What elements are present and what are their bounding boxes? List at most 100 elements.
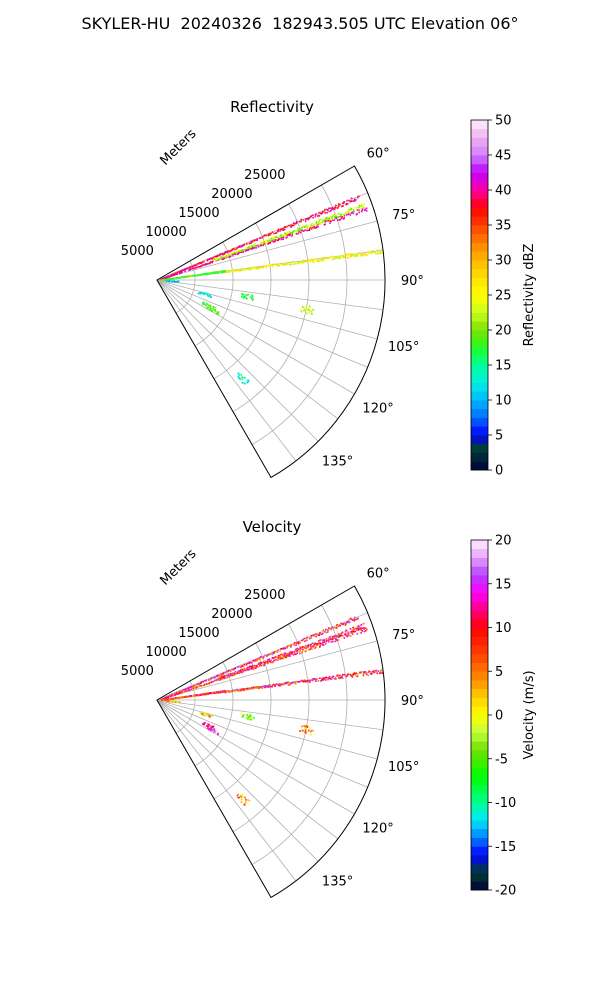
- cluster-gate: [176, 280, 179, 283]
- cluster-gate: [311, 313, 313, 315]
- ray-gate: [273, 657, 276, 660]
- ray-gate: [336, 675, 339, 677]
- cluster-gate: [214, 310, 216, 312]
- ray-gate: [323, 677, 326, 679]
- ray-gate: [345, 255, 347, 257]
- ray-gate: [351, 211, 353, 214]
- colorbar-segment: [471, 706, 488, 716]
- ray-gate: [316, 225, 318, 227]
- ray-gate: [310, 259, 313, 261]
- ray-gate: [245, 247, 248, 249]
- colorbar-segment: [471, 181, 488, 191]
- ray-gate: [260, 267, 263, 269]
- ray-gate: [293, 644, 296, 646]
- ray-gate: [324, 631, 326, 633]
- ray-gate: [307, 218, 310, 221]
- ray-gate: [318, 634, 320, 636]
- colorbar-segment: [471, 758, 488, 768]
- ray-gate: [245, 249, 247, 251]
- ray-gate: [239, 688, 241, 691]
- colorbar-tick-label: 5: [495, 429, 503, 444]
- cluster-gate: [211, 725, 214, 728]
- ray-gate: [224, 690, 227, 692]
- data-cluster: [165, 280, 180, 283]
- ray-gate: [170, 695, 172, 697]
- ray-gate: [212, 681, 214, 683]
- ray-gate: [367, 671, 370, 673]
- ray-gate: [237, 246, 240, 248]
- ray-gate: [304, 229, 306, 231]
- cluster-gate: [201, 723, 204, 725]
- ray-gate: [328, 637, 330, 640]
- ray-gate: [306, 680, 308, 682]
- colorbar-segment: [471, 662, 488, 672]
- cluster-gate: [306, 726, 309, 728]
- ray-gate: [325, 628, 327, 631]
- ray-gate: [353, 628, 356, 630]
- cluster-gate: [246, 381, 249, 384]
- cluster-gate: [248, 717, 251, 720]
- ray-gate: [195, 684, 197, 687]
- ray-gate: [265, 241, 267, 243]
- colorbar-tick-label: -10: [495, 796, 516, 811]
- cluster-gate: [250, 717, 253, 719]
- ray-gate: [319, 677, 321, 679]
- colorbar-segment: [471, 540, 488, 550]
- ray-gate: [286, 263, 289, 265]
- ray-gate: [241, 689, 243, 691]
- ray-gate: [301, 651, 303, 654]
- colorbar-tick-label: -20: [495, 884, 516, 899]
- cluster-gate: [166, 280, 168, 283]
- cluster-gate: [171, 281, 173, 283]
- radial-tick-label: 15000: [178, 626, 219, 641]
- colorbar-segment: [471, 846, 488, 856]
- ray-gate: [233, 672, 235, 674]
- ray-gate: [277, 654, 280, 657]
- ray-gate: [227, 271, 229, 273]
- colorbar-segment: [471, 566, 488, 576]
- ray-gate: [238, 672, 240, 674]
- ray-gate: [360, 628, 362, 631]
- colorbar-tick-label: 15: [495, 577, 512, 592]
- ray-gate: [307, 646, 309, 648]
- ray-gate: [321, 219, 324, 221]
- radial-tick-label: 10000: [145, 645, 186, 660]
- cluster-gate: [238, 796, 240, 799]
- ray-gate: [189, 688, 192, 690]
- ray-gate: [326, 218, 328, 221]
- cluster-gate: [170, 700, 173, 703]
- ray-gate: [246, 666, 249, 669]
- ray-gate: [255, 247, 257, 249]
- ray-gate: [355, 199, 357, 201]
- ray-gate: [289, 262, 291, 265]
- colorbar-tick-label: 20: [495, 534, 512, 549]
- ray-gate: [264, 654, 266, 657]
- cluster-gate: [217, 733, 219, 736]
- ray-gate: [305, 639, 307, 642]
- ray-gate: [319, 212, 321, 214]
- ray-gate: [304, 220, 307, 223]
- ray-gate: [239, 251, 242, 253]
- cluster-gate: [209, 308, 212, 311]
- cluster-gate: [215, 311, 217, 313]
- cluster-gate: [251, 294, 253, 296]
- ray-gate: [176, 273, 179, 275]
- ray-gate: [230, 690, 232, 693]
- ray-gate: [268, 233, 270, 235]
- colorbar-segment: [471, 295, 488, 305]
- ray-gate: [367, 674, 370, 677]
- ray-gate: [220, 271, 222, 274]
- ray-gate: [287, 681, 290, 684]
- cluster-gate: [237, 375, 240, 378]
- cluster-gate: [202, 714, 205, 716]
- ray-gate: [273, 684, 276, 687]
- ray-gate: [324, 211, 327, 214]
- angular-tick-label: 60°: [367, 146, 390, 161]
- ray-gate: [350, 675, 353, 677]
- ray-gate: [271, 653, 274, 656]
- colorbar: 0 5 10 15 20 25 30 35 40 45 50 Reflectivity dBZ: [470, 114, 537, 479]
- ray-gate: [185, 688, 188, 690]
- ray-gate: [348, 256, 350, 259]
- ray-gate: [316, 678, 318, 680]
- cluster-gate: [241, 292, 243, 295]
